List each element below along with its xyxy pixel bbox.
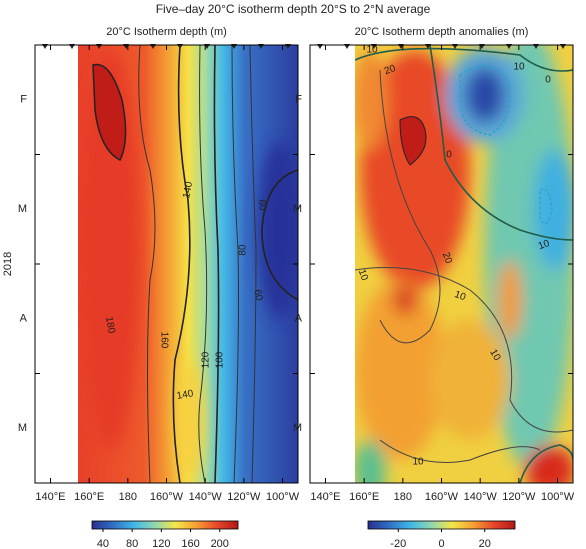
- field: [78, 45, 298, 483]
- contour-label: 120: [201, 351, 212, 368]
- contour-label: 80: [238, 244, 249, 256]
- y-axis-label: 2018: [2, 252, 14, 276]
- contour-label: 10: [453, 289, 468, 303]
- y-tick-label: M: [18, 203, 27, 215]
- colorbar-tick-label: 40: [97, 538, 109, 549]
- no-data-area: [310, 45, 355, 483]
- field: [355, 45, 573, 483]
- y-tick-label: F: [20, 94, 27, 106]
- contour-label: 10: [412, 457, 424, 468]
- colorbar-tick-label: 160: [181, 538, 199, 549]
- contour-label: 20: [383, 63, 398, 77]
- frame: [309, 44, 574, 484]
- panel-title: 20°C Isotherm depth anomalies (m): [355, 26, 529, 38]
- x-tick-label: 100°W: [541, 491, 575, 503]
- y-tick-label: M: [293, 203, 302, 215]
- contour-label: 10: [513, 62, 525, 73]
- contour-label: 60: [255, 199, 268, 212]
- contour-label: 60: [251, 289, 264, 302]
- x-tick-label: 120°W: [502, 491, 536, 503]
- contour-label: 10: [356, 268, 370, 283]
- contour-label: 140: [176, 388, 195, 402]
- contour-label: 160: [158, 332, 169, 349]
- contour-label: 0: [545, 75, 551, 86]
- x-tick-label: 180: [119, 491, 137, 503]
- contour-label: 10: [487, 348, 502, 364]
- y-tick-label: M: [293, 422, 302, 434]
- contour-label: 140: [181, 180, 195, 199]
- colorbar-tick-label: 120: [152, 538, 170, 549]
- contour-label: 180: [103, 316, 117, 335]
- y-tick-label: M: [18, 422, 27, 434]
- x-tick-label: 160°W: [425, 491, 459, 503]
- contour-label: 10: [366, 45, 378, 56]
- frame: [34, 44, 299, 484]
- x-tick-label: 140°E: [310, 491, 340, 503]
- x-tick-label: 120°W: [227, 491, 261, 503]
- x-tick-label: 140°E: [35, 491, 65, 503]
- contour-label: 20: [440, 251, 454, 266]
- x-tick-label: 140°W: [464, 491, 498, 503]
- colorbar-tick-label: 20: [479, 538, 491, 549]
- colorbar-tick-label: 0: [438, 538, 444, 549]
- colorbar-tick-label: 200: [211, 538, 229, 549]
- colorbar: [91, 520, 239, 530]
- contour-label: 0: [446, 150, 452, 161]
- x-tick-label: 180: [394, 491, 412, 503]
- no-data-area: [35, 45, 78, 483]
- x-tick-label: 100°W: [266, 491, 300, 503]
- x-tick-label: 160°W: [150, 491, 184, 503]
- contour-label: 10: [537, 238, 552, 252]
- y-tick-label: A: [20, 313, 28, 325]
- x-tick-label: 140°W: [189, 491, 223, 503]
- x-tick-label: 160°E: [74, 491, 104, 503]
- colorbar-tick-label: 80: [126, 538, 138, 549]
- y-tick-label: F: [295, 94, 302, 106]
- x-tick-label: 160°E: [349, 491, 379, 503]
- colorbar: [367, 520, 516, 530]
- figure-title: Five–day 20°C isotherm depth 20°S to 2°N…: [156, 2, 431, 16]
- contour-label: 100: [215, 351, 226, 368]
- colorbar-tick-label: -20: [390, 538, 406, 549]
- y-tick-label: A: [295, 313, 303, 325]
- panel-title: 20°C Isotherm depth (m): [106, 26, 227, 38]
